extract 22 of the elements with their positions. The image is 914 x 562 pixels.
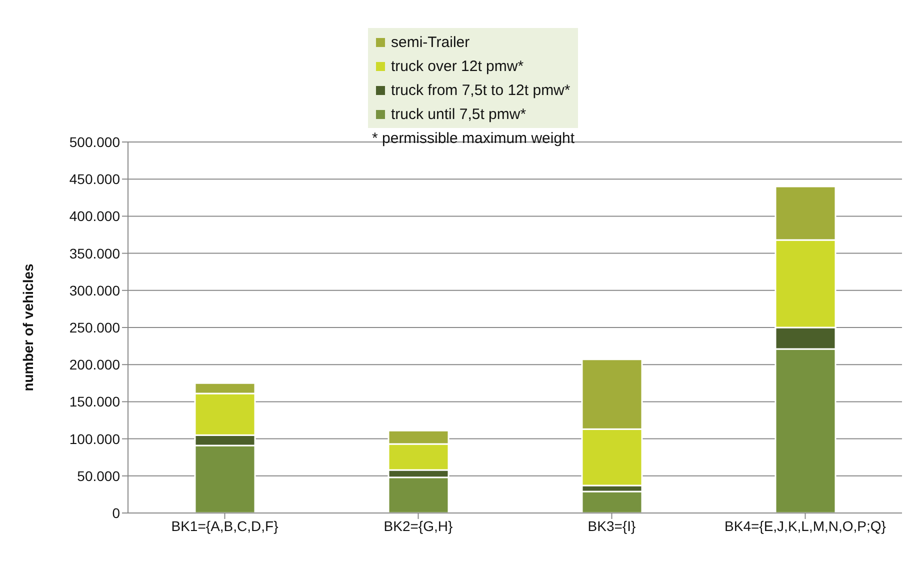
y-tick-label: 200.000 xyxy=(69,356,120,373)
y-tick-label: 0 xyxy=(112,504,120,521)
x-tick-label: BK2={G,H} xyxy=(384,518,454,534)
y-tick-label: 100.000 xyxy=(69,430,120,447)
y-tick-label: 450.000 xyxy=(69,171,120,188)
annotation: * permissible maximum weight xyxy=(371,130,576,147)
legend-label: truck over 12t pmw* xyxy=(391,58,524,74)
y-tick-label: 500.000 xyxy=(69,134,120,150)
y-tick-label: 300.000 xyxy=(69,282,120,298)
y-tick-label: 250.000 xyxy=(69,319,120,336)
y-axis-title: number of vehicles xyxy=(20,263,36,392)
bar xyxy=(581,490,643,513)
legend-label: semi-Trailer xyxy=(391,34,470,50)
x-tick-label: BK4={E,J,K,L,M,N,O,P;Q} xyxy=(724,518,886,534)
y-tick-label: 50.000 xyxy=(77,468,120,484)
y-tick-label: 150.000 xyxy=(69,394,120,410)
legend-label: truck from 7,5t to 12t pmw* xyxy=(391,82,570,98)
y-tick-label: 350.000 xyxy=(69,245,120,262)
x-tick-label: BK3={I} xyxy=(588,518,636,534)
legend-label: truck until 7,5t pmw* xyxy=(391,106,526,122)
y-tick-label: 400.000 xyxy=(69,208,120,224)
x-tick-label: BK1={A,B,C,D,F} xyxy=(171,518,279,534)
